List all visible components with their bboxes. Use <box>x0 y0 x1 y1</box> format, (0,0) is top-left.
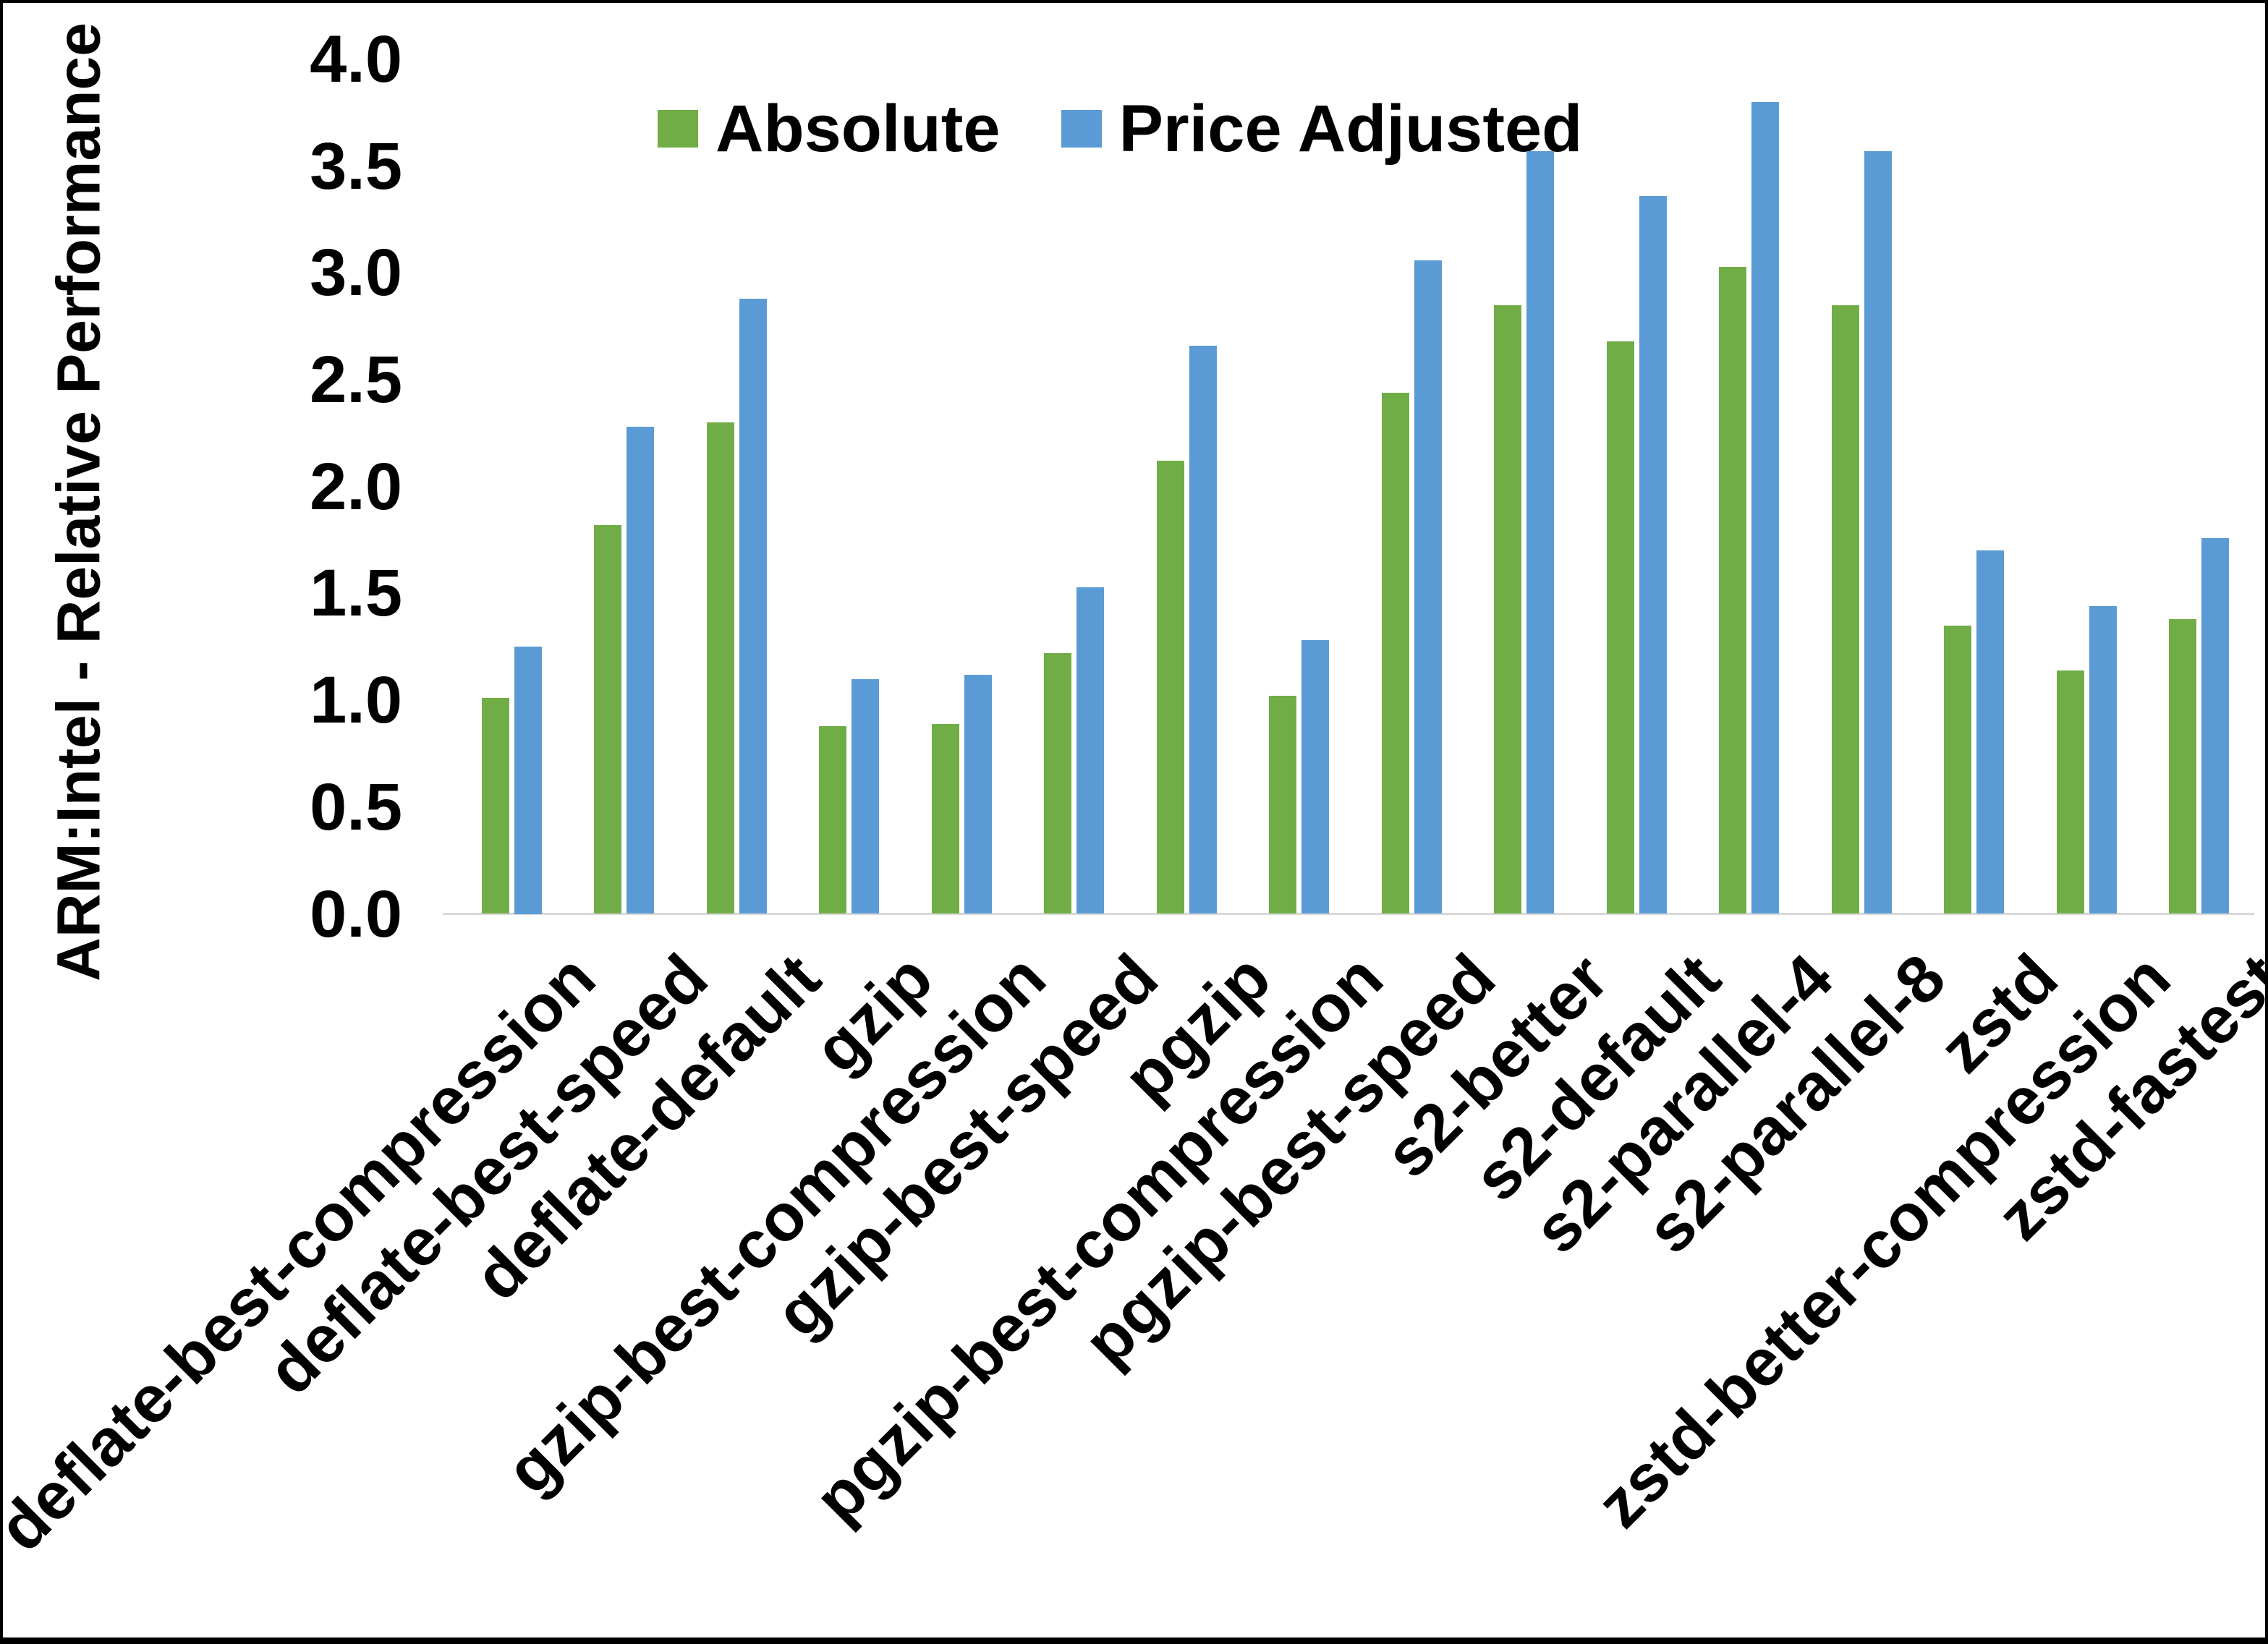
bar-price-adjusted-deflate-best-speed <box>627 427 654 914</box>
x-axis-line <box>443 913 2254 915</box>
legend-swatch-absolute-icon <box>658 110 698 148</box>
bar-price-adjusted-s2-parallel-8 <box>1864 151 1892 914</box>
bar-price-adjusted-gzip <box>851 678 879 914</box>
bar-price-adjusted-s2-better <box>1526 151 1554 914</box>
bar-absolute-gzip-best-compression <box>931 723 959 914</box>
y-tick-label-1.5: 1.5 <box>310 556 402 631</box>
bar-absolute-s2-default <box>1606 341 1634 914</box>
bar-price-adjusted-s2-parallel-4 <box>1751 102 1779 914</box>
legend-swatch-price-adjusted-icon <box>1061 110 1102 148</box>
bar-price-adjusted-deflate-default <box>739 298 767 914</box>
bar-absolute-s2-better <box>1494 304 1521 914</box>
bar-price-adjusted-zstd-fastest <box>2201 537 2229 914</box>
legend: Absolute Price Adjusted <box>658 95 1582 162</box>
bar-price-adjusted-pgzip <box>1189 345 1217 914</box>
bar-absolute-s2-parallel-4 <box>1719 266 1746 914</box>
y-tick-label-2.5: 2.5 <box>310 343 402 417</box>
bar-price-adjusted-s2-default <box>1639 196 1667 914</box>
y-tick-label-3.5: 3.5 <box>310 129 402 203</box>
bar-price-adjusted-zstd <box>1976 550 2004 914</box>
legend-item-price-adjusted: Price Adjusted <box>1061 92 1583 166</box>
bar-absolute-deflate-default <box>706 422 734 914</box>
y-tick-label-2.0: 2.0 <box>310 449 402 524</box>
bar-absolute-deflate-best-speed <box>594 524 621 914</box>
legend-item-absolute: Absolute <box>658 95 1001 162</box>
bar-absolute-deflate-best-compression <box>481 698 509 914</box>
y-tick-label-4.0: 4.0 <box>310 22 402 97</box>
bar-price-adjusted-deflate-best-compression <box>514 647 542 914</box>
bar-price-adjusted-gzip-best-speed <box>1076 587 1104 914</box>
bar-absolute-gzip <box>819 725 846 914</box>
bar-absolute-zstd-better-compression <box>2056 670 2084 914</box>
bar-absolute-pgzip-best-compression <box>1269 696 1296 914</box>
bar-price-adjusted-pgzip-best-compression <box>1301 640 1329 914</box>
bar-absolute-gzip-best-speed <box>1044 653 1071 914</box>
legend-label-absolute: Absolute <box>715 92 1001 166</box>
y-tick-label-3.0: 3.0 <box>310 236 402 310</box>
bar-absolute-pgzip <box>1156 461 1184 914</box>
bar-absolute-pgzip-best-speed <box>1381 392 1409 914</box>
y-tick-label-1.0: 1.0 <box>310 663 402 738</box>
legend-label-price-adjusted: Price Adjusted <box>1118 92 1583 166</box>
y-tick-label-0.5: 0.5 <box>310 770 402 844</box>
bar-price-adjusted-zstd-better-compression <box>2089 606 2117 914</box>
bar-absolute-zstd-fastest <box>2169 618 2196 914</box>
bar-price-adjusted-pgzip-best-speed <box>1414 260 1442 914</box>
bar-absolute-zstd <box>1944 625 1971 914</box>
bar-absolute-s2-parallel-8 <box>1831 304 1859 914</box>
bar-price-adjusted-gzip-best-compression <box>964 674 992 914</box>
y-tick-label-0.0: 0.0 <box>310 877 402 951</box>
y-axis-title: ARM:Intel - Relative Performance <box>44 22 113 981</box>
